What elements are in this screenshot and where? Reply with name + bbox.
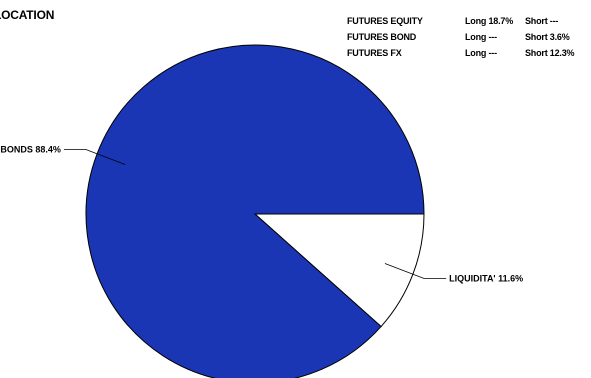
pie-labels: LIQUIDITA' 11.6% BONDS 88.4% (0, 144, 523, 283)
futures-row-fx: FUTURES FX Long --- Short 12.3% (347, 45, 575, 61)
pie-slices (85, 44, 425, 378)
futures-short: Short 3.6% (525, 32, 570, 42)
futures-long: Long 18.7% (465, 16, 514, 26)
futures-row-bond: FUTURES BOND Long --- Short 3.6% (347, 29, 574, 45)
futures-name: FUTURES BOND (347, 32, 417, 42)
futures-name: FUTURES FX (347, 48, 402, 58)
pie-slice-bonds (85, 44, 425, 378)
pie-leader-lines (63, 149, 447, 279)
slice-label-bonds: BONDS 88.4% (0, 144, 61, 154)
futures-name: FUTURES EQUITY (347, 16, 423, 26)
slice-label-liquidita: LIQUIDITA' 11.6% (449, 274, 523, 284)
chart-title: LOCATION (0, 8, 55, 22)
leader-line-liquidita (384, 263, 447, 279)
futures-row-equity: FUTURES EQUITY Long 18.7% Short --- (347, 13, 574, 29)
futures-long: Long --- (465, 32, 497, 42)
futures-table: FUTURES EQUITY Long 18.7% Short --- FUTU… (347, 13, 575, 61)
futures-long: Long --- (465, 48, 497, 58)
futures-short: Short --- (525, 16, 559, 26)
futures-short: Short 12.3% (525, 48, 575, 58)
leader-line-bonds (63, 149, 126, 165)
